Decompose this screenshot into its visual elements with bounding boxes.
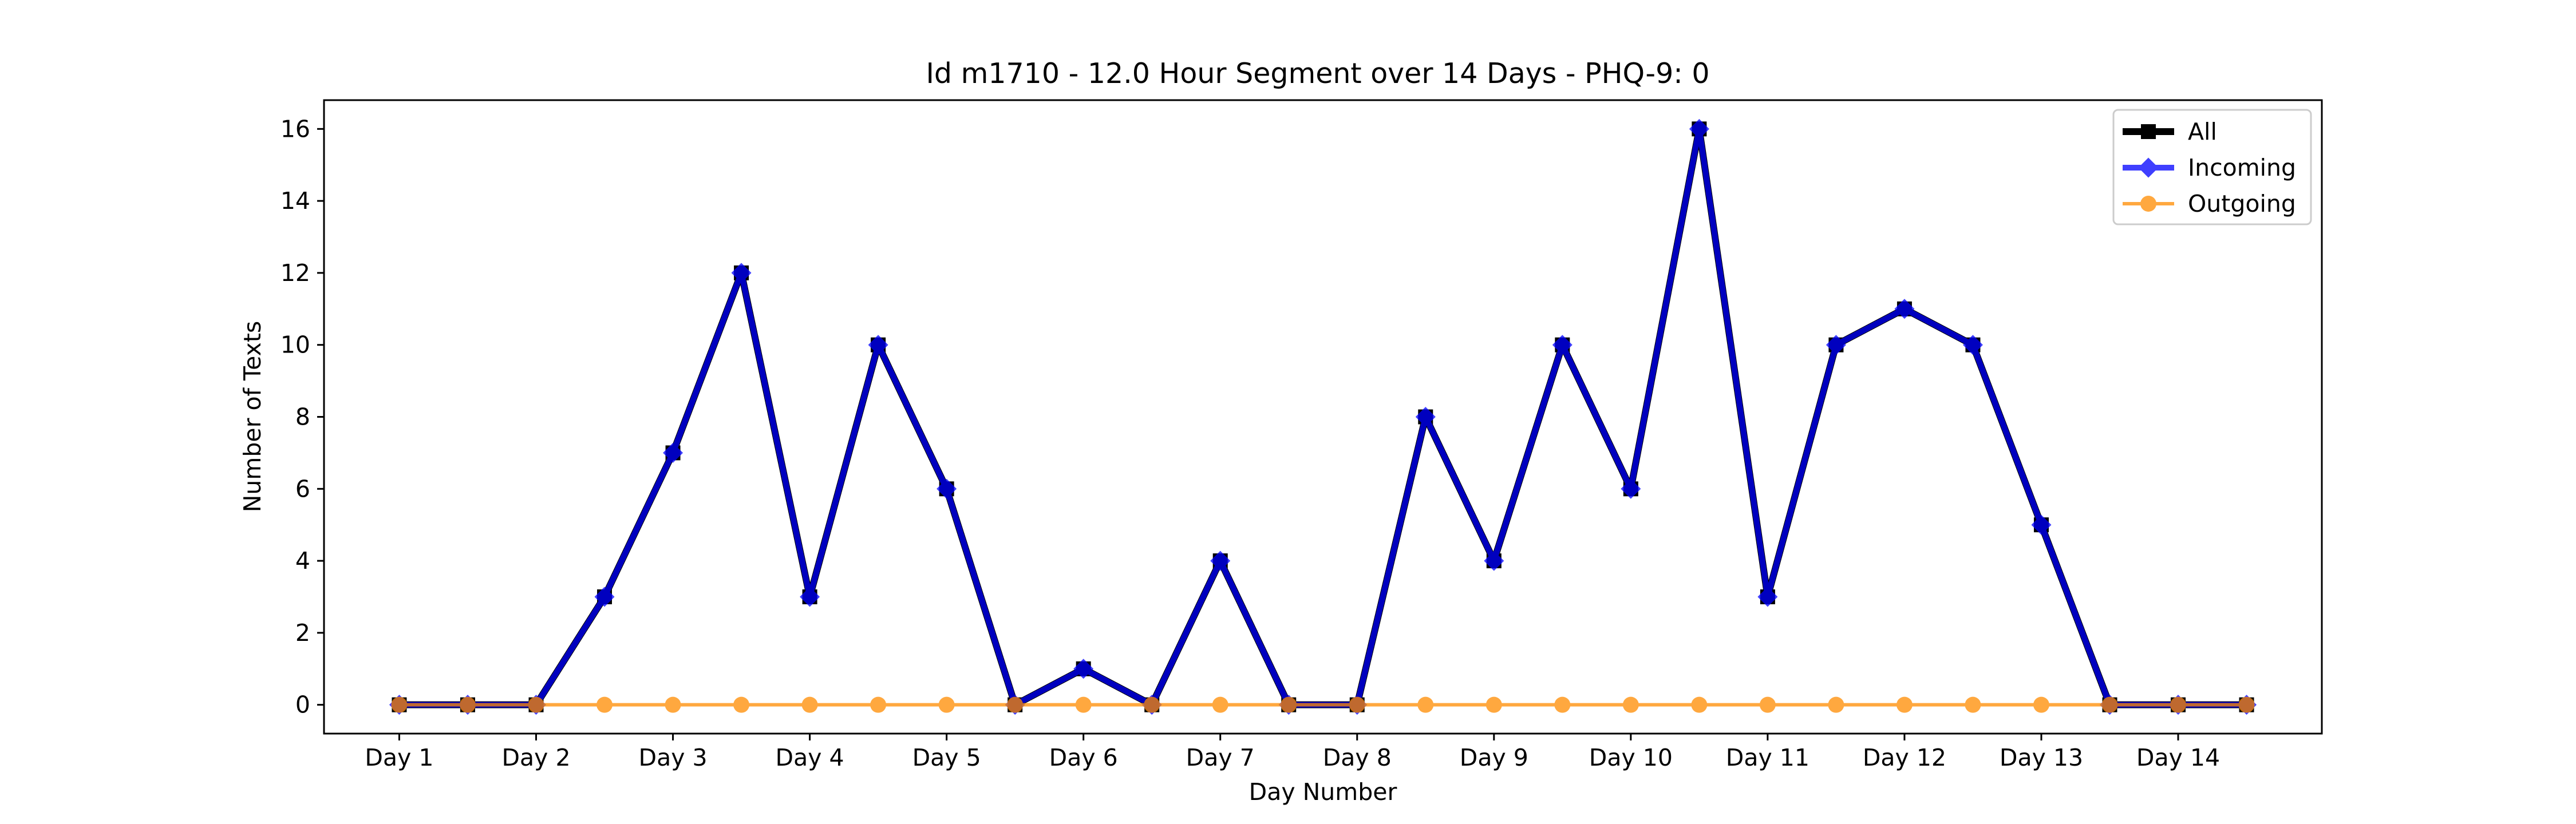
y-axis-label: Number of Texts [239, 321, 266, 513]
data-point [731, 263, 752, 283]
data-point [1210, 550, 1231, 571]
data-point [1554, 696, 1571, 713]
x-axis-ticks: Day 1 Day 2 Day 3 Day 4 Day 5 Day 6 Day 7 Day 8… [365, 734, 2220, 771]
y-tick-label: 6 [295, 475, 310, 502]
data-point [1759, 696, 1776, 713]
data-point [801, 696, 818, 713]
data-point [1552, 335, 1573, 355]
data-point [1349, 696, 1365, 713]
data-point [1962, 335, 1983, 355]
data-point [1691, 696, 1708, 713]
data-point [1826, 335, 1846, 355]
x-tick-label: Day 3 [639, 744, 708, 771]
data-point [2170, 696, 2187, 713]
x-tick-label: Day 1 [365, 744, 433, 771]
data-point [459, 696, 476, 713]
legend-item-outgoing [2123, 196, 2174, 212]
data-point [1417, 696, 1434, 713]
y-tick-label: 12 [280, 259, 310, 287]
x-axis-label: Day Number [1249, 778, 1397, 806]
series-outgoing [391, 696, 2255, 713]
y-tick-label: 2 [295, 619, 310, 647]
x-tick-label: Day 5 [912, 744, 981, 771]
data-point [1144, 696, 1160, 713]
data-point [391, 696, 408, 713]
x-tick-label: Day 11 [1726, 744, 1809, 771]
data-point [594, 587, 615, 607]
legend-label: Incoming [2188, 154, 2296, 181]
legend-label: All [2188, 118, 2217, 145]
chart-title: Id m1710 - 12.0 Hour Segment over 14 Day… [926, 57, 1709, 90]
series-layer [389, 118, 2257, 715]
y-axis-ticks: 0 2 4 6 8 10 12 14 16 [280, 115, 324, 719]
data-point [1415, 407, 1436, 427]
data-point [1485, 696, 1502, 713]
x-tick-label: Day 6 [1049, 744, 1118, 771]
data-point [2238, 696, 2255, 713]
x-tick-label: Day 14 [2136, 744, 2220, 771]
legend-label: Outgoing [2188, 190, 2296, 217]
data-point [1757, 587, 1778, 607]
data-point [2101, 696, 2118, 713]
data-point [2033, 696, 2049, 713]
data-point [665, 696, 681, 713]
data-point [1075, 696, 1092, 713]
data-point [1212, 696, 1228, 713]
data-point [733, 696, 750, 713]
x-tick-label: Day 12 [1863, 744, 1946, 771]
data-point [2031, 514, 2052, 535]
legend-box [2112, 109, 2312, 225]
data-point [870, 696, 887, 713]
data-point [800, 587, 820, 607]
data-point [1828, 696, 1844, 713]
data-point [663, 442, 683, 463]
legend-item-all [2123, 124, 2174, 139]
x-tick-label: Day 7 [1186, 744, 1255, 771]
legend-item-incoming [2123, 157, 2174, 178]
data-point [528, 696, 544, 713]
data-point [868, 335, 888, 355]
data-point [1007, 696, 1024, 713]
data-point [1689, 118, 1709, 139]
y-tick-label: 16 [280, 115, 310, 142]
legend-marker [2138, 157, 2159, 178]
x-tick-label: Day 4 [776, 744, 844, 771]
data-point [1073, 659, 1094, 679]
data-point [1965, 696, 1981, 713]
legend: All Incoming Outgoing [2112, 109, 2312, 225]
y-tick-label: 14 [280, 187, 310, 215]
y-tick-label: 0 [295, 691, 310, 719]
x-tick-label: Day 10 [1589, 744, 1673, 771]
data-point [937, 478, 957, 499]
data-point [1281, 696, 1297, 713]
x-tick-label: Day 8 [1323, 744, 1392, 771]
legend-marker [2140, 196, 2156, 212]
data-point [1621, 478, 1641, 499]
data-point [938, 696, 955, 713]
data-point [1894, 299, 1915, 319]
x-tick-label: Day 13 [2000, 744, 2083, 771]
data-point [1484, 550, 1504, 571]
data-point [1622, 696, 1639, 713]
y-tick-label: 8 [295, 403, 310, 431]
y-tick-label: 10 [280, 331, 310, 359]
x-tick-label: Day 9 [1460, 744, 1528, 771]
data-point [1896, 696, 1913, 713]
x-tick-label: Day 2 [501, 744, 570, 771]
legend-marker [2141, 124, 2156, 139]
y-tick-label: 4 [295, 547, 310, 575]
data-point [596, 696, 613, 713]
plot-frame [323, 99, 2323, 735]
